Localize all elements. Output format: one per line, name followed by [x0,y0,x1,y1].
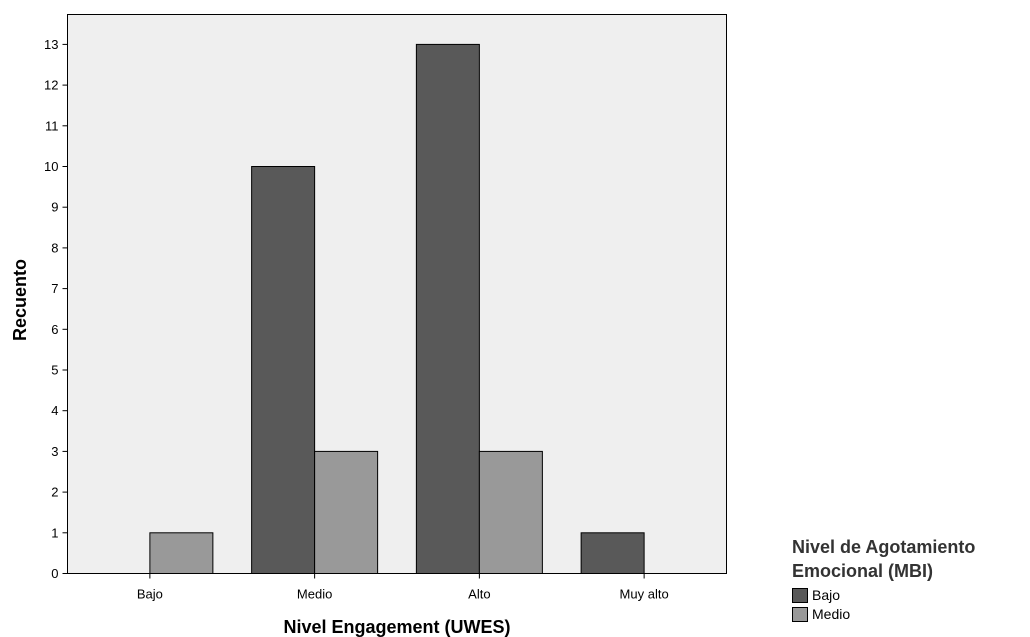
y-tick-label: 9 [51,200,58,215]
y-tick-label: 11 [45,118,59,133]
y-tick-label: 3 [51,444,58,459]
x-axis-title: Nivel Engagement (UWES) [283,617,510,637]
legend-label: Medio [812,606,850,622]
legend-title-line-1: Nivel de Agotamiento [792,537,975,557]
y-axis-title: Recuento [10,259,30,341]
bar [478,450,543,574]
y-tick-label: 10 [44,159,58,174]
legend-swatch [792,607,808,622]
bar [149,532,214,574]
y-tick-label: 5 [51,363,58,378]
x-tick-label: Alto [468,587,490,602]
legend-items: Bajo Medio [792,587,850,622]
y-tick-label: 7 [51,281,58,296]
bar [415,43,480,574]
bar [580,532,645,574]
x-tick-label: Muy alto [620,587,669,602]
y-tick-label: 6 [51,322,58,337]
y-tick-label: 13 [44,37,58,52]
bar [251,166,316,574]
plot-area [67,14,727,574]
y-tick-label: 4 [51,403,58,418]
legend: Nivel de Agotamiento Emocional (MBI) Baj… [792,537,975,622]
x-tick-label: Bajo [137,587,163,602]
x-axis: Bajo Medio Alto Muy alto [137,573,669,602]
legend-title-line-2: Emocional (MBI) [792,561,933,581]
y-tick-label: 2 [51,485,58,500]
legend-swatch [792,588,808,603]
bars-group [149,43,645,574]
legend-label: Bajo [812,587,840,603]
y-tick-label: 12 [44,78,58,93]
y-tick-label: 1 [51,525,58,540]
bar [314,450,379,574]
y-tick-label: 0 [51,566,58,581]
x-tick-label: Medio [297,587,332,602]
y-tick-label: 8 [51,240,58,255]
